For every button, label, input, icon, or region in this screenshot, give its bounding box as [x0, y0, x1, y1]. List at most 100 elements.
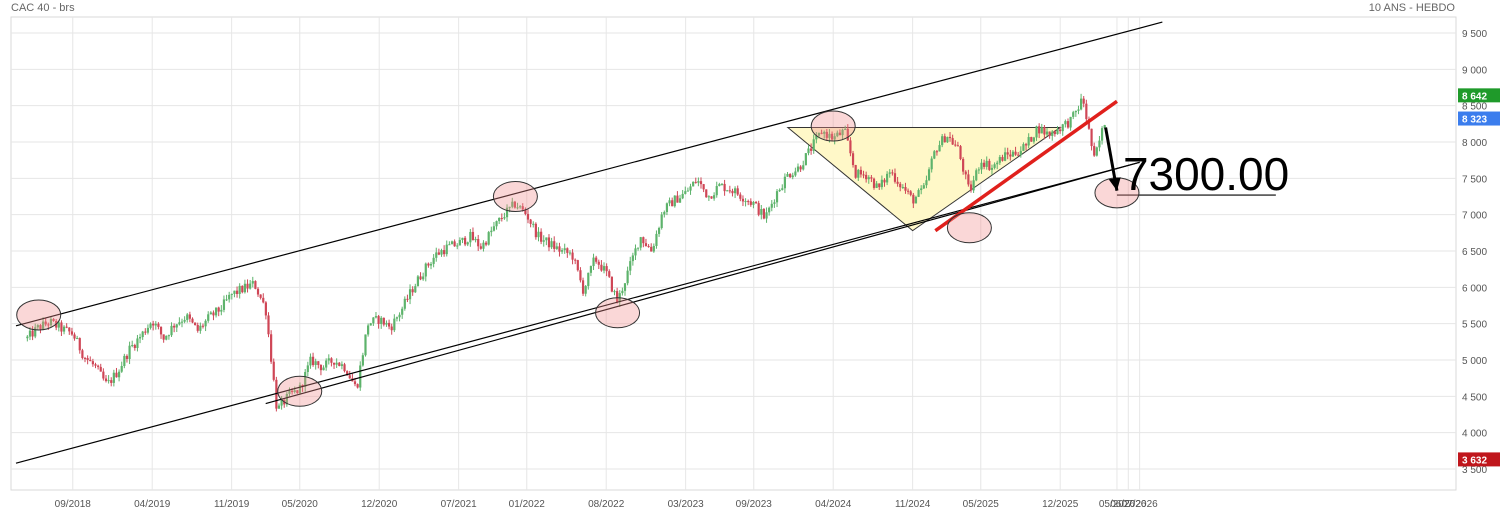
- candle-body: [325, 360, 328, 368]
- candle-body: [146, 327, 150, 333]
- candle-body: [1082, 98, 1085, 104]
- candle-body: [1027, 137, 1030, 146]
- plot-frame: [10, 16, 1457, 491]
- candle-body: [875, 183, 878, 188]
- candle-body: [31, 330, 34, 337]
- candle-body: [736, 188, 739, 195]
- candle-body: [778, 189, 781, 192]
- candle-body: [186, 314, 189, 320]
- candle-body: [744, 201, 747, 203]
- candle-body: [1035, 126, 1038, 138]
- candle-body: [699, 181, 703, 185]
- candle-body: [815, 135, 818, 140]
- highlight-circle: [946, 212, 992, 244]
- candle-body: [285, 393, 288, 405]
- y-axis: 3 500 4 000 4 500 5 000 5 500 6 000 6 500 7 000…: [1462, 29, 1487, 476]
- candle-body: [1085, 103, 1088, 120]
- x-tick-label: 07/2021: [441, 499, 478, 510]
- candle-body: [896, 181, 899, 184]
- candle-body: [1098, 140, 1101, 148]
- y-tick-label: 7 500: [1462, 174, 1487, 185]
- candle-body: [526, 213, 530, 220]
- candle-body: [980, 162, 983, 170]
- candle-body: [209, 312, 212, 315]
- candle-body: [89, 359, 92, 362]
- candle-body: [796, 166, 800, 172]
- candle-body: [728, 190, 731, 192]
- candle-body: [741, 198, 745, 202]
- candle-body: [448, 244, 451, 246]
- candle-body: [419, 276, 422, 280]
- candle-body: [238, 285, 241, 294]
- candle-body: [768, 207, 771, 213]
- candle-body: [935, 151, 939, 153]
- candle-body: [225, 299, 228, 301]
- candle-body: [97, 365, 100, 367]
- candle-body: [346, 371, 349, 376]
- price-badge: [1458, 88, 1500, 103]
- candle-body: [495, 221, 498, 227]
- price-badge-label: 8 323: [1462, 115, 1487, 126]
- candle-body: [516, 207, 519, 209]
- candle-body: [167, 335, 170, 337]
- candle-body: [998, 157, 1001, 163]
- candle-body: [416, 276, 420, 287]
- candle-body: [823, 131, 826, 134]
- candle-body: [702, 184, 705, 190]
- candle-body: [306, 365, 309, 373]
- candle-body: [589, 266, 593, 273]
- candle-body: [1103, 125, 1106, 129]
- candle-body: [338, 362, 341, 366]
- candle-body: [540, 231, 543, 242]
- candle-body: [125, 355, 129, 359]
- candle-body: [298, 384, 302, 394]
- candle-body: [927, 169, 931, 181]
- candle-body: [212, 312, 215, 316]
- candle-body: [175, 324, 178, 328]
- candle-body: [946, 136, 949, 143]
- candle-body: [888, 172, 891, 174]
- candle-body: [136, 338, 139, 348]
- candle-body: [393, 318, 396, 331]
- candle-body: [757, 203, 760, 215]
- candle-body: [173, 325, 176, 328]
- candle-body: [1100, 128, 1104, 141]
- candle-body: [52, 318, 55, 321]
- candle-body: [78, 338, 81, 351]
- candle-body: [440, 250, 443, 255]
- candle-body: [851, 153, 855, 166]
- candle-body: [296, 390, 299, 394]
- candle-body: [94, 364, 97, 366]
- candle-body: [99, 366, 102, 372]
- candle-body: [41, 321, 45, 330]
- candle-body: [773, 202, 776, 204]
- candle-body: [154, 323, 157, 326]
- candle-body: [290, 390, 294, 393]
- candle-body: [616, 291, 619, 303]
- candle-body: [1087, 119, 1091, 129]
- candle-body: [917, 190, 920, 197]
- highlight-circle: [492, 181, 538, 212]
- candle-body: [513, 201, 517, 208]
- candle-body: [293, 390, 296, 393]
- candle-body: [453, 241, 456, 247]
- candle-body: [332, 362, 336, 365]
- candle-body: [461, 237, 464, 241]
- highlight-circle: [277, 375, 323, 407]
- candle-body: [183, 319, 186, 322]
- candle-body: [985, 160, 988, 167]
- candle-body: [665, 203, 669, 213]
- candle-body: [1001, 157, 1004, 161]
- candle-body: [170, 325, 173, 336]
- candle-body: [498, 217, 501, 222]
- candle-body: [458, 240, 461, 246]
- y-tick-label: 3 500: [1462, 465, 1487, 476]
- candle-body: [613, 291, 616, 293]
- candle-body: [102, 371, 105, 379]
- candle-body: [634, 248, 637, 256]
- candle-body: [1072, 112, 1075, 117]
- candle-body: [844, 128, 847, 130]
- candle-body: [825, 131, 828, 138]
- candle-body: [390, 326, 393, 331]
- highlight-circle: [595, 297, 641, 329]
